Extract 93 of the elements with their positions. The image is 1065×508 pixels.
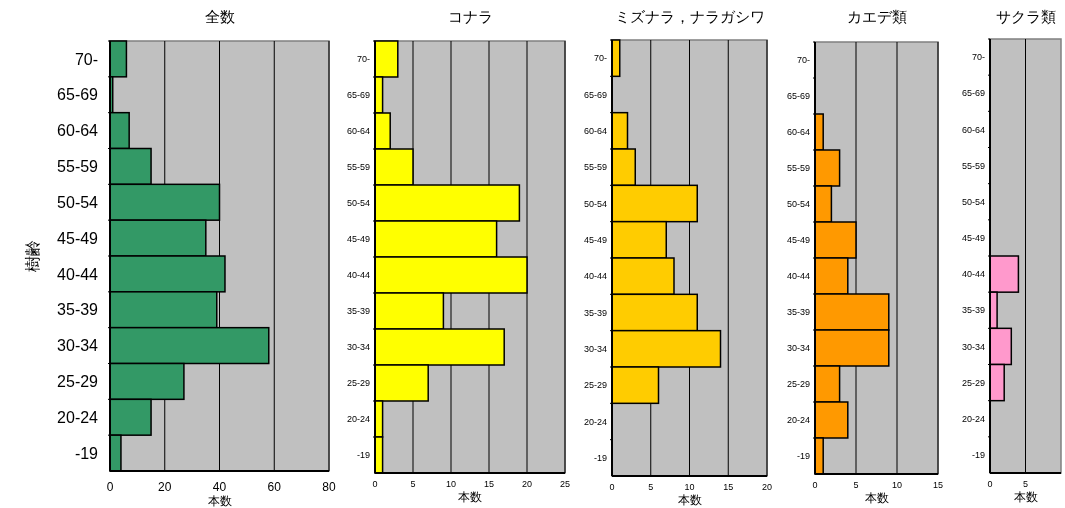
y-tick-label: 50-54 (583, 198, 607, 209)
y-tick-label: 60-64 (786, 127, 810, 138)
y-tick-label: 25-29 (346, 378, 370, 389)
chart-title: 全数 (204, 8, 235, 25)
x-tick-label: 40 (212, 480, 227, 494)
y-tick-label: 70- (593, 53, 607, 64)
x-axis-title: 本数 (864, 491, 889, 505)
y-tick-label: -19 (971, 450, 985, 461)
y-tick-label: 55-59 (583, 162, 607, 173)
y-axis-title: 樹齢 (24, 240, 41, 272)
x-tick-label: 5 (1022, 479, 1029, 489)
chart-title: サクラ類 (995, 8, 1056, 25)
y-tick-label: 45-49 (583, 234, 607, 245)
y-tick-label: 25-29 (961, 377, 985, 388)
x-tick-label: 20 (158, 480, 172, 494)
y-tick-label: -19 (356, 450, 370, 461)
y-tick-label: 30-34 (786, 343, 810, 354)
x-tick-label: 60 (267, 480, 282, 494)
y-tick-label: 20-24 (57, 408, 99, 426)
y-tick-label: -19 (796, 451, 810, 462)
y-tick-label: 35-39 (961, 305, 985, 316)
y-tick-label: 55-59 (786, 163, 810, 174)
x-tick-label: 10 (684, 482, 695, 492)
y-tick-label: 40-44 (57, 265, 99, 283)
x-tick-label: 20 (761, 482, 773, 492)
x-tick-label: 5 (648, 482, 654, 492)
y-tick-label: 65-69 (346, 90, 370, 101)
y-tick-label: 50-54 (346, 198, 370, 209)
y-tick-label: 70- (74, 50, 98, 68)
y-tick-label: 25-29 (786, 379, 810, 390)
y-tick-label: 25-29 (583, 380, 607, 391)
x-tick-label: 0 (106, 480, 114, 494)
y-tick-label: 35-39 (57, 301, 99, 319)
y-tick-label: 30-34 (346, 342, 370, 353)
y-tick-label: 60-64 (57, 122, 99, 140)
x-tick-label: 0 (812, 480, 818, 490)
y-tick-label: 25-29 (57, 373, 99, 391)
x-tick-label: 15 (483, 479, 495, 489)
y-tick-label: 70- (356, 54, 370, 65)
x-axis-title: 本数 (1013, 490, 1038, 504)
y-tick-label: 55-59 (57, 158, 99, 176)
y-tick-label: 70- (796, 55, 810, 66)
y-tick-label: 65-69 (786, 91, 810, 102)
y-tick-label: 20-24 (961, 413, 985, 424)
y-tick-label: 40-44 (583, 271, 607, 282)
chart-title: カエデ類 (846, 8, 907, 25)
y-tick-label: 30-34 (583, 343, 607, 354)
y-tick-label: 40-44 (346, 270, 370, 281)
y-tick-label: 20-24 (786, 415, 810, 426)
y-tick-label: -19 (74, 444, 99, 462)
y-tick-label: 20-24 (583, 416, 607, 427)
x-tick-label: 10 (891, 480, 903, 490)
y-tick-label: 35-39 (786, 307, 810, 318)
y-tick-label: 35-39 (346, 306, 370, 317)
y-tick-label: 70- (971, 52, 985, 63)
x-axis-title: 本数 (677, 493, 702, 507)
y-tick-label: 35-39 (583, 307, 607, 318)
x-tick-label: 10 (445, 479, 457, 489)
x-tick-label: 0 (987, 479, 993, 489)
y-tick-label: 30-34 (57, 337, 99, 355)
y-tick-label: 50-54 (786, 199, 810, 210)
y-tick-label: 60-64 (346, 126, 370, 137)
x-tick-label: 25 (559, 479, 571, 489)
x-tick-label: 15 (723, 482, 734, 492)
y-tick-label: 50-54 (57, 193, 99, 211)
y-tick-label: 50-54 (961, 196, 985, 207)
y-tick-label: 30-34 (961, 341, 985, 352)
y-tick-label: 45-49 (786, 235, 810, 246)
y-tick-label: 45-49 (346, 234, 370, 245)
y-tick-label: 40-44 (786, 271, 810, 282)
y-tick-label: -19 (593, 452, 607, 463)
y-tick-label: 60-64 (583, 125, 607, 136)
y-tick-label: 45-49 (961, 233, 985, 244)
x-tick-label: 5 (410, 479, 416, 489)
y-tick-label: 65-69 (961, 88, 985, 99)
y-tick-label: 55-59 (961, 160, 985, 171)
y-tick-label: 20-24 (346, 414, 370, 425)
x-tick-label: 80 (322, 480, 336, 494)
y-tick-label: 60-64 (961, 124, 985, 135)
x-tick-label: 5 (853, 480, 859, 490)
y-tick-label: 55-59 (346, 162, 370, 173)
x-tick-label: 0 (609, 482, 615, 492)
chart-title: ミズナラ，ナラガシワ (614, 8, 765, 25)
chart-title: コナラ (447, 8, 493, 25)
x-axis-title: 本数 (207, 494, 232, 508)
x-tick-label: 0 (372, 479, 378, 489)
x-tick-label: 20 (521, 479, 533, 489)
y-tick-label: 45-49 (57, 229, 99, 247)
x-tick-label: 15 (932, 480, 944, 490)
x-axis-title: 本数 (458, 490, 482, 504)
y-tick-label: 65-69 (57, 86, 99, 104)
y-tick-label: 65-69 (583, 89, 607, 100)
y-tick-label: 40-44 (961, 269, 985, 280)
